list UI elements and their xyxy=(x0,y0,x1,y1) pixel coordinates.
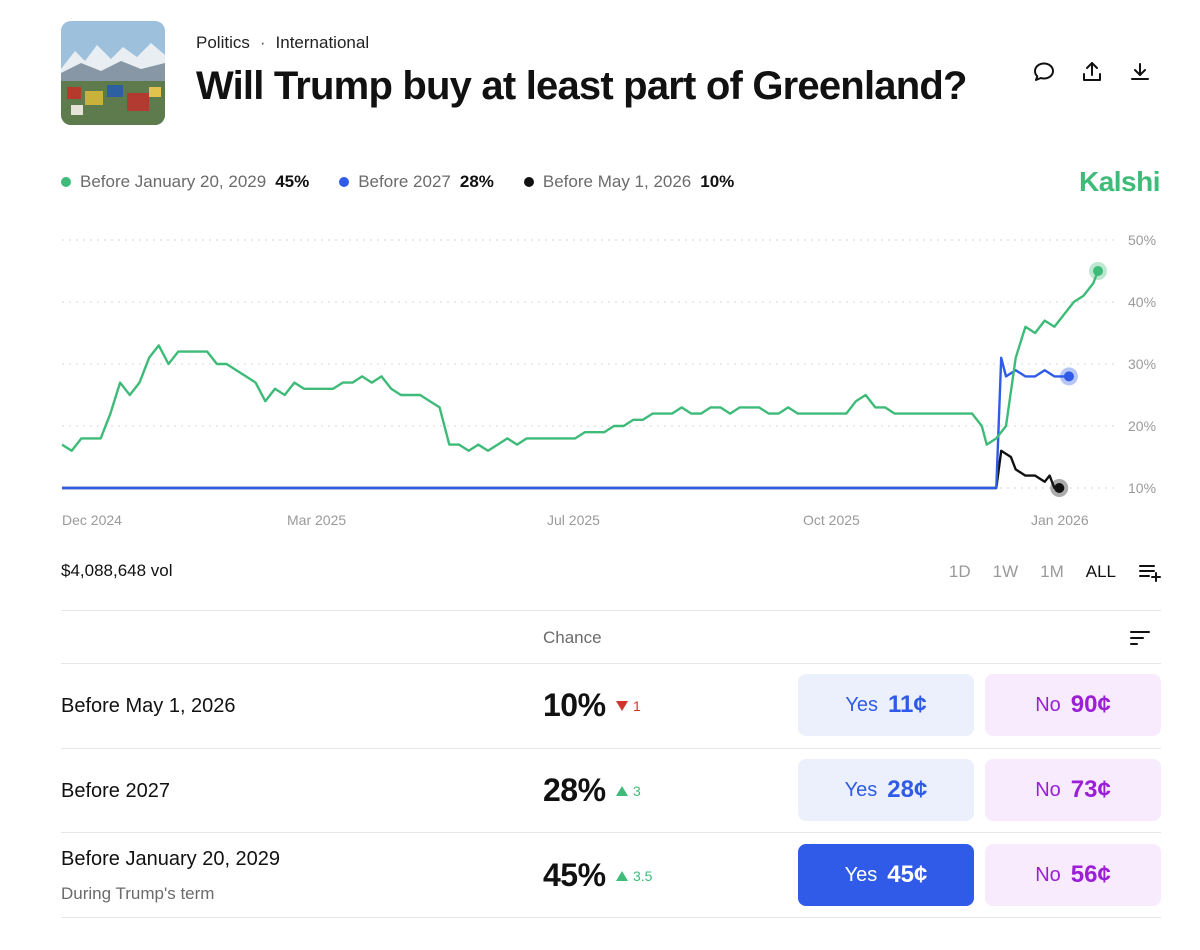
series-line-2027 xyxy=(62,356,1069,490)
x-tick-label: Mar 2025 xyxy=(287,512,346,528)
no-label: No xyxy=(1035,863,1061,886)
chance-delta: 3 xyxy=(616,783,641,799)
outcome-chance: 28% xyxy=(543,772,606,808)
buy-no-button[interactable]: No 73¢ xyxy=(985,759,1161,821)
up-arrow-icon xyxy=(616,871,628,881)
y-tick-label: 50% xyxy=(1128,232,1156,248)
x-tick-label: Dec 2024 xyxy=(62,512,122,528)
series-line-2029 xyxy=(61,270,1100,452)
legend-label: Before 2027 xyxy=(358,172,451,191)
legend-pct: 10% xyxy=(700,172,735,191)
delta-value: 3.5 xyxy=(633,868,653,884)
share-icon[interactable] xyxy=(1080,60,1104,84)
legend-swatch-blue xyxy=(339,177,350,187)
greenland-landscape-image xyxy=(61,21,165,125)
x-tick-label: Jul 2025 xyxy=(547,512,600,528)
crumb-international[interactable]: International xyxy=(275,33,370,52)
outcome-row-may-2026[interactable]: Before May 1, 2026 10% 1 Yes 11¢ No 90¢ xyxy=(61,664,1161,748)
outcome-name: Before 2027 xyxy=(61,780,170,802)
buy-yes-button[interactable]: Yes 11¢ xyxy=(798,674,974,736)
crumb-politics[interactable]: Politics xyxy=(196,33,250,52)
outcome-chance: 10% xyxy=(543,687,606,723)
download-icon[interactable] xyxy=(1128,60,1152,84)
chart-legend: Before January 20, 2029 45% Before 2027 … xyxy=(61,172,734,192)
buy-no-button[interactable]: No 56¢ xyxy=(985,844,1161,906)
no-price: 73¢ xyxy=(1070,776,1111,803)
no-label: No xyxy=(1035,693,1061,716)
legend-swatch-black xyxy=(523,177,534,187)
legend-item-2029[interactable]: Before January 20, 2029 45% xyxy=(61,172,309,192)
delta-value: 3 xyxy=(633,783,641,799)
y-tick-label: 10% xyxy=(1128,480,1156,496)
buy-no-button[interactable]: No 90¢ xyxy=(985,674,1161,736)
outcome-name: Before January 20, 2029 xyxy=(61,848,281,870)
no-price: 56¢ xyxy=(1070,861,1111,888)
chance-delta: 3.5 xyxy=(616,868,652,884)
down-arrow-icon xyxy=(616,701,628,711)
buy-yes-button[interactable]: Yes 28¢ xyxy=(798,759,974,821)
volume-label: $4,088,648 vol xyxy=(61,561,173,580)
yes-price: 28¢ xyxy=(887,776,928,803)
buy-yes-button-selected[interactable]: Yes 45¢ xyxy=(798,844,974,906)
divider xyxy=(61,917,1161,918)
divider xyxy=(61,610,1161,611)
legend-pct: 45% xyxy=(275,172,310,191)
series-line-may-2026 xyxy=(62,449,1060,490)
legend-label: Before May 1, 2026 xyxy=(542,172,692,191)
legend-item-may-2026[interactable]: Before May 1, 2026 10% xyxy=(523,172,735,192)
yes-price: 45¢ xyxy=(887,861,928,888)
chance-column-header: Chance xyxy=(543,628,602,647)
legend-label: Before January 20, 2029 xyxy=(80,172,267,191)
outcome-row-jan-2029[interactable]: Before January 20, 2029 During Trump's t… xyxy=(61,834,1161,918)
y-tick-label: 40% xyxy=(1128,294,1156,310)
yes-label: Yes xyxy=(845,693,878,716)
price-history-chart[interactable]: 50% 40% 30% 20% 10% Dec 2024 Mar 2025 Jul 2025 O… xyxy=(0,220,1200,540)
up-arrow-icon xyxy=(616,786,628,796)
range-1m[interactable]: 1M xyxy=(1040,562,1064,581)
range-all[interactable]: ALL xyxy=(1085,562,1116,581)
endpoint-marker-may-2026 xyxy=(1054,483,1065,493)
yes-label: Yes xyxy=(844,863,878,886)
x-tick-label: Oct 2025 xyxy=(803,512,860,528)
no-price: 90¢ xyxy=(1070,691,1111,718)
divider xyxy=(61,832,1161,833)
delta-value: 1 xyxy=(633,698,641,714)
market-thumbnail xyxy=(61,21,165,125)
time-range-selector: 1D 1W 1M ALL xyxy=(949,560,1162,584)
kalshi-logo: Kalshi xyxy=(1078,166,1161,197)
yes-label: Yes xyxy=(844,778,878,801)
header-actions xyxy=(1032,60,1152,84)
y-tick-label: 30% xyxy=(1128,356,1156,372)
endpoint-marker-2029 xyxy=(1093,266,1103,276)
chance-delta: 1 xyxy=(616,698,641,714)
range-1d[interactable]: 1D xyxy=(948,562,971,581)
page-title: Will Trump buy at least part of Greenlan… xyxy=(196,64,967,108)
breadcrumb: Politics · International xyxy=(196,33,369,53)
outcome-subtitle: During Trump's term xyxy=(61,884,215,903)
add-to-list-icon[interactable] xyxy=(1138,560,1162,584)
range-1w[interactable]: 1W xyxy=(992,562,1019,581)
endpoint-marker-2027 xyxy=(1063,371,1074,382)
outcome-row-2027[interactable]: Before 2027 28% 3 Yes 28¢ No 73¢ xyxy=(61,749,1161,833)
crumb-separator: · xyxy=(259,33,266,52)
outcome-name: Before May 1, 2026 xyxy=(61,695,236,717)
legend-item-2027[interactable]: Before 2027 28% xyxy=(339,172,494,192)
yes-price: 11¢ xyxy=(887,691,927,718)
comment-icon[interactable] xyxy=(1032,60,1056,84)
sort-icon[interactable] xyxy=(1128,627,1152,649)
x-tick-label: Jan 2026 xyxy=(1031,512,1089,528)
no-label: No xyxy=(1035,778,1061,801)
legend-swatch-green xyxy=(61,177,71,187)
legend-pct: 28% xyxy=(459,172,494,191)
y-tick-label: 20% xyxy=(1128,418,1156,434)
divider xyxy=(61,663,1161,664)
divider xyxy=(61,748,1161,749)
outcome-chance: 45% xyxy=(543,857,606,893)
